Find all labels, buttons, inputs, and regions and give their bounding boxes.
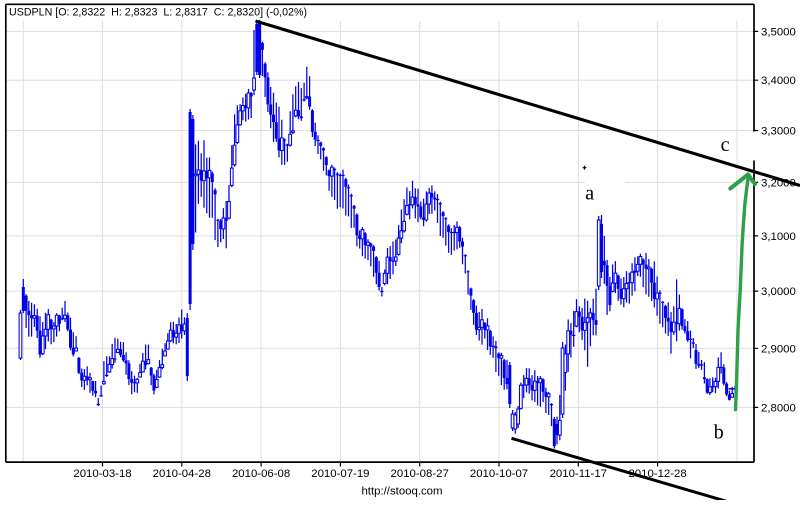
svg-text:2010-08-27: 2010-08-27 — [391, 468, 449, 480]
svg-text:USDPLN [O: 2,8322 H: 2,8323: USDPLN [O: 2,8322 H: 2,8323 L: 2,8317 C:… — [9, 7, 307, 19]
svg-text:c: c — [721, 134, 730, 156]
svg-text:2010-06-08: 2010-06-08 — [232, 468, 290, 480]
svg-text:3,3000: 3,3000 — [761, 126, 796, 138]
svg-text:http://stooq.com: http://stooq.com — [361, 486, 442, 498]
svg-text:2,8000: 2,8000 — [761, 402, 796, 414]
svg-text:2010-07-19: 2010-07-19 — [311, 468, 369, 480]
svg-text:3,5000: 3,5000 — [761, 26, 796, 38]
svg-text:a: a — [585, 182, 594, 204]
svg-text:b: b — [714, 422, 724, 444]
svg-text:3,1000: 3,1000 — [761, 231, 796, 243]
svg-text:2010-03-18: 2010-03-18 — [73, 468, 131, 480]
svg-text:2010-10-07: 2010-10-07 — [470, 468, 528, 480]
svg-text:2010-04-28: 2010-04-28 — [153, 468, 211, 480]
svg-text:2010-11-17: 2010-11-17 — [550, 468, 607, 480]
svg-text:2,9000: 2,9000 — [761, 343, 796, 355]
svg-text:3,0000: 3,0000 — [761, 286, 796, 298]
svg-text:3,4000: 3,4000 — [761, 75, 796, 87]
